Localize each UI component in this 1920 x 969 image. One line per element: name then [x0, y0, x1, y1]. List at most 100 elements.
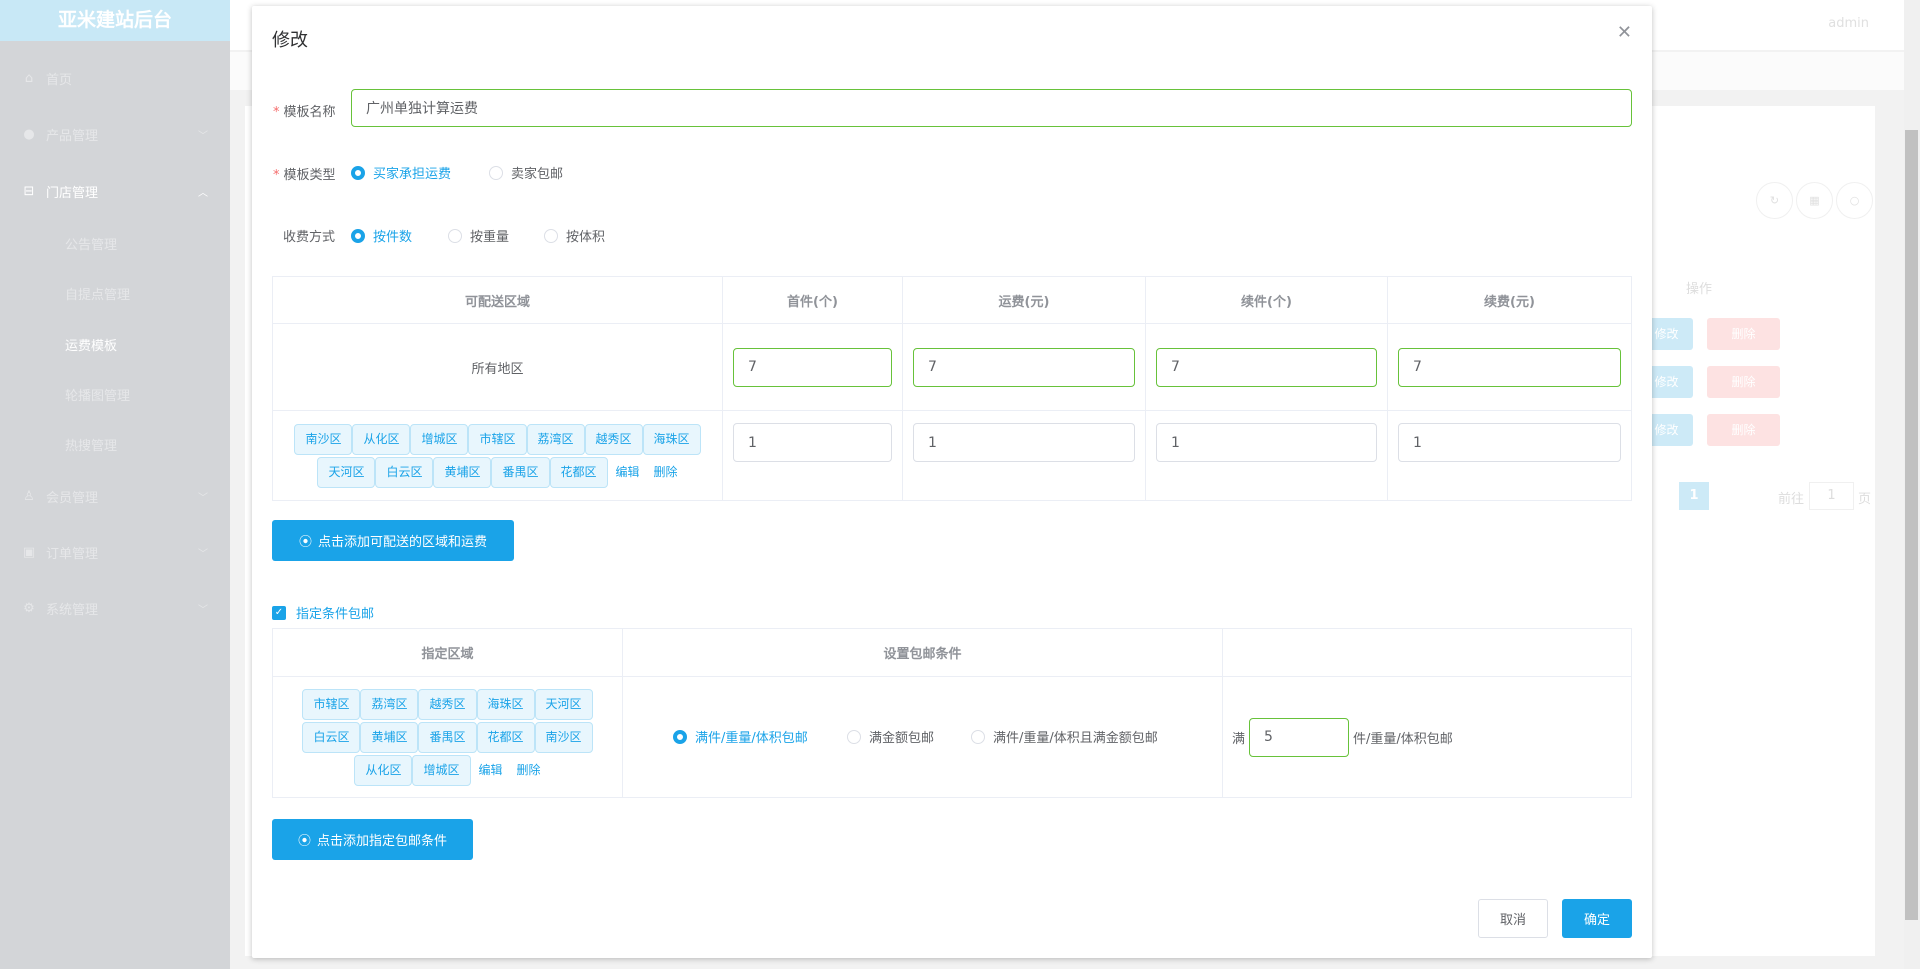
- home-icon: ⌂: [24, 70, 34, 86]
- chevron-up-icon: ︿: [198, 187, 208, 199]
- free-threshold-input[interactable]: 5: [1249, 717, 1350, 757]
- first-item-input[interactable]: 7: [733, 347, 892, 387]
- col-condition: 设置包邮条件: [622, 628, 1223, 677]
- region-tag: 越秀区: [584, 423, 643, 455]
- sidebar-item-home[interactable]: ⌂ 首页: [0, 50, 230, 106]
- additional-fee-input[interactable]: 1: [1398, 423, 1621, 462]
- sidebar-item-products[interactable]: ● 产品管理 ﹀: [0, 106, 230, 162]
- label: 热搜管理: [65, 438, 118, 454]
- edit-dialog: 修改 ✕ * 模板名称 广州单独计算运费 * 模板类型 买家承担运费 卖家包邮 收费…: [252, 6, 1652, 958]
- fee-input[interactable]: 1: [913, 423, 1135, 462]
- radio-buyer-pays[interactable]: 买家承担运费: [351, 163, 451, 182]
- cancel-button[interactable]: 取消: [1478, 899, 1548, 938]
- region-tag: 花都区: [476, 721, 535, 753]
- goto-label: 前往: [1778, 492, 1805, 507]
- sidebar-item-notices[interactable]: 公告管理: [0, 215, 230, 271]
- region-all: 所有地区: [272, 323, 723, 411]
- label: 自提点管理: [65, 287, 131, 303]
- location-icon: ⦿: [297, 834, 311, 849]
- radio-seller-free[interactable]: 卖家包邮: [489, 163, 563, 182]
- search-icon[interactable]: ○: [1836, 182, 1873, 219]
- region-tag: 黄埔区: [360, 721, 419, 753]
- delete-button[interactable]: 删除: [1707, 414, 1780, 446]
- sidebar-item-system[interactable]: ⚙ 系统管理 ﹀: [0, 580, 230, 636]
- charge-label: 收费方式: [283, 230, 336, 245]
- region-tag: 花都区: [549, 456, 608, 488]
- page-unit: 页: [1858, 492, 1872, 507]
- label: 公告管理: [65, 237, 118, 253]
- region-tag: 天河区: [317, 456, 376, 488]
- refresh-icon[interactable]: ↻: [1756, 182, 1793, 219]
- award-icon: ♙: [23, 488, 35, 504]
- region-tag: 白云区: [375, 456, 434, 488]
- label: 产品管理: [46, 128, 99, 144]
- checkbox-checked-icon: ✓: [272, 605, 286, 620]
- delete-button[interactable]: 删除: [1707, 318, 1780, 350]
- sidebar-item-orders[interactable]: ▣ 订单管理 ﹀: [0, 524, 230, 580]
- prefix: 满: [1232, 731, 1246, 747]
- region-tag: 番禺区: [418, 721, 477, 753]
- confirm-button[interactable]: 确定: [1562, 899, 1632, 938]
- first-item-input[interactable]: 1: [733, 423, 892, 462]
- region-tag: 市辖区: [468, 423, 527, 455]
- edit-link[interactable]: 编辑: [478, 762, 503, 777]
- fee-input[interactable]: 7: [913, 347, 1135, 387]
- sidebar-item-hot-search[interactable]: 热搜管理: [0, 416, 230, 472]
- column-header-actions: 操作: [1686, 282, 1713, 297]
- region-tag: 从化区: [354, 754, 413, 786]
- add-free-condition-button[interactable]: ⦿ 点击添加指定包邮条件: [272, 819, 473, 860]
- sidebar-item-stores[interactable]: ⊟ 门店管理 ︿: [0, 163, 230, 219]
- region-tag: 市辖区: [302, 688, 361, 720]
- sidebar-item-pickup[interactable]: 自提点管理: [0, 265, 230, 321]
- region-tag: 海珠区: [642, 423, 701, 455]
- shop-icon: ⊟: [23, 183, 35, 199]
- additional-item-input[interactable]: 1: [1156, 423, 1377, 462]
- region-tag: 越秀区: [418, 688, 477, 720]
- sidebar-item-carousel[interactable]: 轮播图管理: [0, 366, 230, 422]
- delete-link[interactable]: 删除: [653, 464, 678, 479]
- user-name[interactable]: admin: [1828, 16, 1869, 31]
- name-label: * 模板名称: [273, 105, 336, 120]
- chevron-down-icon: ﹀: [198, 130, 208, 142]
- delete-button[interactable]: 删除: [1707, 366, 1780, 398]
- region-tag: 荔湾区: [526, 423, 585, 455]
- radio-by-both[interactable]: 满件/重量/体积且满金额包邮: [971, 727, 1158, 746]
- radio-by-amount[interactable]: 满金额包邮: [847, 727, 934, 746]
- region-tag: 南沙区: [534, 721, 593, 753]
- goto-input[interactable]: 1: [1809, 482, 1854, 510]
- template-name-input[interactable]: 广州单独计算运费: [351, 89, 1632, 127]
- edit-link[interactable]: 编辑: [615, 464, 640, 479]
- radio-by-count[interactable]: 按件数: [351, 226, 412, 245]
- region-tag: 天河区: [534, 688, 593, 720]
- additional-item-input[interactable]: 7: [1156, 347, 1377, 387]
- chevron-down-icon: ﹀: [198, 604, 208, 616]
- region-tag: 南沙区: [294, 423, 353, 455]
- col-additional-fee: 续费(元): [1387, 276, 1632, 324]
- region-tag: 白云区: [302, 721, 361, 753]
- col-area: 指定区域: [272, 628, 623, 677]
- logo: 亚米建站后台: [0, 0, 230, 41]
- grid-icon[interactable]: ▦: [1796, 182, 1833, 219]
- region-tag: 番禺区: [491, 456, 550, 488]
- page-1[interactable]: 1: [1679, 482, 1709, 510]
- label: 系统管理: [46, 602, 99, 618]
- add-region-button[interactable]: ⦿ 点击添加可配送的区域和运费: [272, 520, 514, 561]
- radio-by-quantity[interactable]: 满件/重量/体积包邮: [673, 727, 808, 746]
- table-row: 南沙区 从化区 增城区 市辖区 荔湾区 越秀区 海珠区天河区 白云区 黄埔区 番禺区 花都区 编辑 删除…: [272, 410, 1632, 501]
- region-tags: 南沙区 从化区 增城区 市辖区 荔湾区 越秀区 海珠区天河区 白云区 黄埔区 番禺区 花都区 编辑 删除: [293, 423, 702, 489]
- radio-by-volume[interactable]: 按体积: [544, 226, 605, 245]
- radio-by-weight[interactable]: 按重量: [448, 226, 509, 245]
- additional-fee-input[interactable]: 7: [1398, 347, 1621, 387]
- close-icon[interactable]: ✕: [1616, 22, 1632, 43]
- scrollbar-thumb[interactable]: [1905, 130, 1918, 920]
- sidebar-item-members[interactable]: ♙ 会员管理 ﹀: [0, 468, 230, 524]
- sidebar: 亚米建站后台 ⌂ 首页 ● 产品管理 ﹀ ⊟ 门店管理 ︿ 公告管理 自提点管理 运费模板…: [0, 0, 230, 969]
- user-icon: ●: [23, 126, 35, 142]
- delete-link[interactable]: 删除: [516, 762, 541, 777]
- col-fee: 运费(元): [902, 276, 1146, 324]
- sidebar-item-shipping-template[interactable]: 运费模板: [0, 316, 230, 372]
- dialog-title: 修改: [272, 30, 308, 51]
- free-shipping-checkbox[interactable]: ✓ 指定条件包邮: [272, 603, 374, 622]
- shipping-table: 可配送区域 首件(个) 运费(元) 续件(个) 续费(元) 所有地区 7 7 7…: [272, 276, 1632, 501]
- region-tag: 海珠区: [476, 688, 535, 720]
